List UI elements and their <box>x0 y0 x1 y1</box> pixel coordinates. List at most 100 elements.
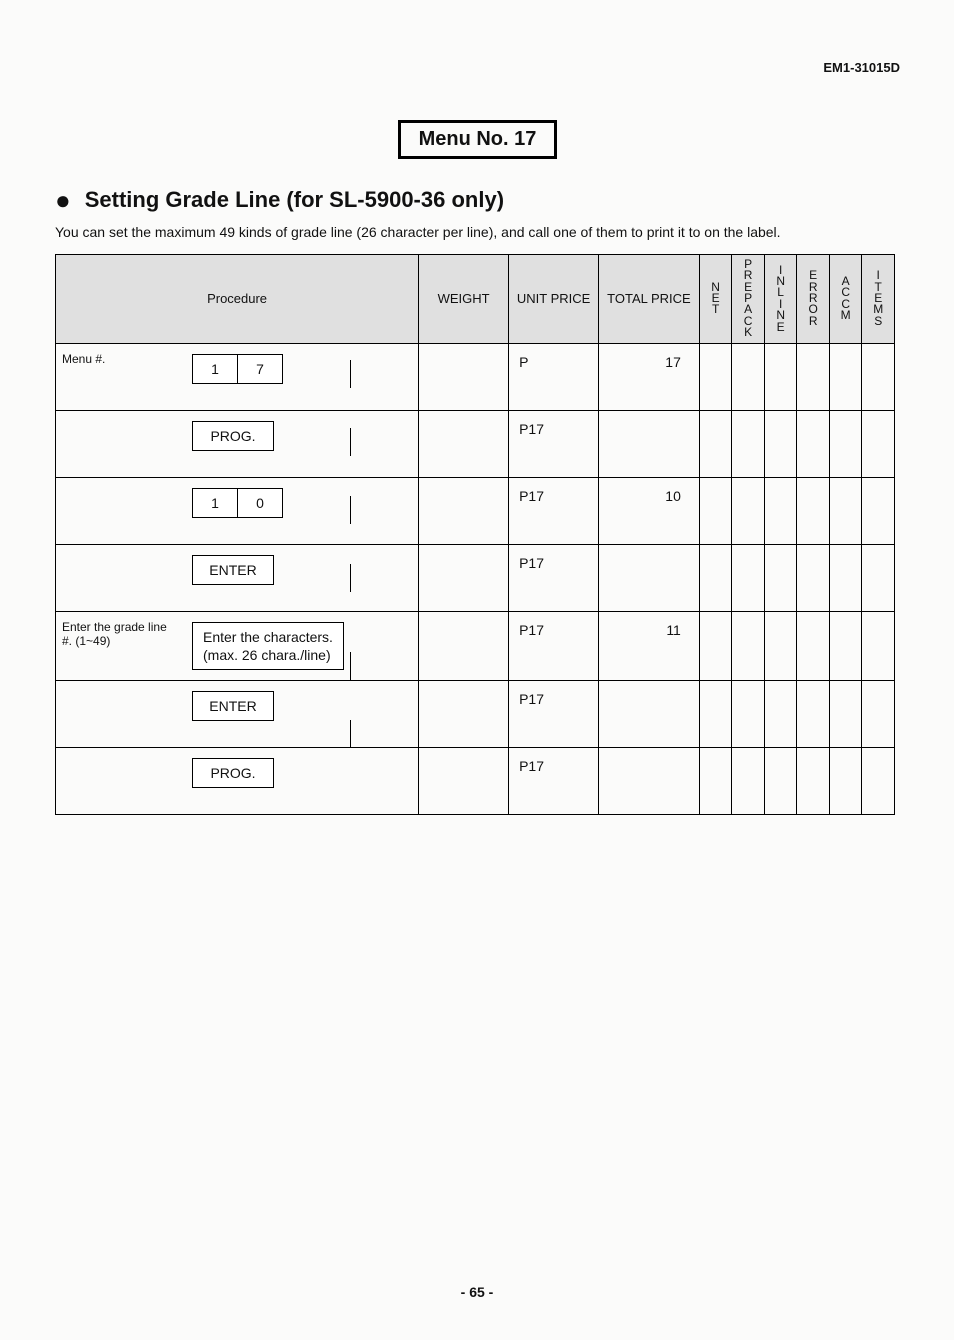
indicator-cell <box>797 544 830 611</box>
total-price-cell <box>599 681 700 748</box>
procedure-cell: PROG. <box>56 410 419 477</box>
table-body: Menu #.17P17PROG.P1710P1710ENTERP17Enter… <box>56 343 895 814</box>
key-box-wide: PROG. <box>192 421 274 451</box>
step-wrap: Enter the characters.(max. 26 chara./lin… <box>192 622 412 670</box>
indicator-cell <box>829 544 862 611</box>
document-id: EM1-31015D <box>823 60 900 75</box>
indicator-cell <box>829 477 862 544</box>
col-inline: INLINE <box>764 254 797 343</box>
indicator-cell <box>699 748 732 815</box>
unit-price-cell: P17 <box>509 748 599 815</box>
total-price-cell <box>599 748 700 815</box>
procedure-side-label: Enter the grade line #. (1~49) <box>62 620 172 649</box>
indicator-cell <box>829 681 862 748</box>
indicator-cell <box>862 410 895 477</box>
step-wrap: 10 <box>192 488 412 518</box>
menu-number-box: Menu No. 17 <box>398 120 558 159</box>
col-error: ERROR <box>797 254 830 343</box>
step-wrap: 17 <box>192 354 412 384</box>
procedure-cell: Menu #. 17 <box>56 343 419 410</box>
procedure-cell: PROG. <box>56 748 419 815</box>
key-box: 7 <box>238 354 283 384</box>
indicator-cell <box>732 748 765 815</box>
instruction-box: Enter the characters.(max. 26 chara./lin… <box>192 622 344 670</box>
key-box: 1 <box>192 354 238 384</box>
unit-price-cell: P17 <box>509 681 599 748</box>
indicator-cell <box>862 611 895 680</box>
indicator-cell <box>699 544 732 611</box>
col-prepack: PREPACK <box>732 254 765 343</box>
indicator-cell <box>829 748 862 815</box>
procedure-table: Procedure WEIGHT UNIT PRICE TOTAL PRICE … <box>55 254 895 815</box>
indicator-cell <box>764 681 797 748</box>
unit-price-cell: P17 <box>509 544 599 611</box>
indicator-cell <box>699 611 732 680</box>
indicator-cell <box>797 477 830 544</box>
table-row: Enter the grade line #. (1~49) Enter the … <box>56 611 895 680</box>
section-heading: Setting Grade Line (for SL-5900-36 only) <box>85 187 504 213</box>
indicator-cell <box>829 410 862 477</box>
total-price-cell <box>599 544 700 611</box>
table-row: ENTER P17 <box>56 544 895 611</box>
table-row: Menu #.17P17 <box>56 343 895 410</box>
indicator-cell <box>699 681 732 748</box>
procedure-cell: Enter the grade line #. (1~49) Enter the … <box>56 611 419 680</box>
unit-price-cell: P17 <box>509 477 599 544</box>
key-box-wide: PROG. <box>192 758 274 788</box>
procedure-cell: ENTER <box>56 544 419 611</box>
total-price-cell: 17 <box>599 343 700 410</box>
indicator-cell <box>862 343 895 410</box>
key-box-wide: ENTER <box>192 555 274 585</box>
total-price-cell: 11 <box>599 611 700 680</box>
key-box: 0 <box>238 488 283 518</box>
indicator-cell <box>732 477 765 544</box>
unit-price-cell: P <box>509 343 599 410</box>
col-net: NET <box>699 254 732 343</box>
indicator-cell <box>764 611 797 680</box>
step-wrap: ENTER <box>192 691 412 721</box>
indicator-cell <box>699 477 732 544</box>
bullet-icon: ● <box>55 187 71 213</box>
intro-paragraph: You can set the maximum 49 kinds of grad… <box>55 223 875 242</box>
indicator-cell <box>862 477 895 544</box>
key-box: 1 <box>192 488 238 518</box>
col-items: ITEMS <box>862 254 895 343</box>
indicator-cell <box>732 681 765 748</box>
page-number: - 65 - <box>0 1284 954 1300</box>
indicator-cell <box>829 343 862 410</box>
indicator-cell <box>764 343 797 410</box>
indicator-cell <box>699 410 732 477</box>
indicator-cell <box>764 410 797 477</box>
table-row: ENTER P17 <box>56 681 895 748</box>
indicator-cell <box>862 681 895 748</box>
indicator-cell <box>699 343 732 410</box>
table-row: 10 P17 10 <box>56 477 895 544</box>
key-box-wide: ENTER <box>192 691 274 721</box>
indicator-cell <box>797 410 830 477</box>
weight-cell <box>419 343 509 410</box>
indicator-cell <box>797 748 830 815</box>
unit-price-cell: P17 <box>509 611 599 680</box>
indicator-cell <box>764 544 797 611</box>
procedure-table-wrap: Procedure WEIGHT UNIT PRICE TOTAL PRICE … <box>55 254 900 815</box>
indicator-cell <box>862 748 895 815</box>
step-wrap: ENTER <box>192 555 412 585</box>
weight-cell <box>419 681 509 748</box>
indicator-cell <box>797 681 830 748</box>
indicator-cell <box>797 611 830 680</box>
indicator-cell <box>732 410 765 477</box>
indicator-cell <box>797 343 830 410</box>
indicator-cell <box>732 544 765 611</box>
indicator-cell <box>732 343 765 410</box>
col-total-price: TOTAL PRICE <box>599 254 700 343</box>
procedure-cell: 10 <box>56 477 419 544</box>
weight-cell <box>419 748 509 815</box>
step-wrap: PROG. <box>192 421 412 451</box>
col-weight: WEIGHT <box>419 254 509 343</box>
table-row: PROG.P17 <box>56 410 895 477</box>
weight-cell <box>419 477 509 544</box>
col-procedure: Procedure <box>56 254 419 343</box>
procedure-side-label: Menu #. <box>62 352 172 366</box>
step-wrap: PROG. <box>192 758 412 788</box>
indicator-cell <box>829 611 862 680</box>
